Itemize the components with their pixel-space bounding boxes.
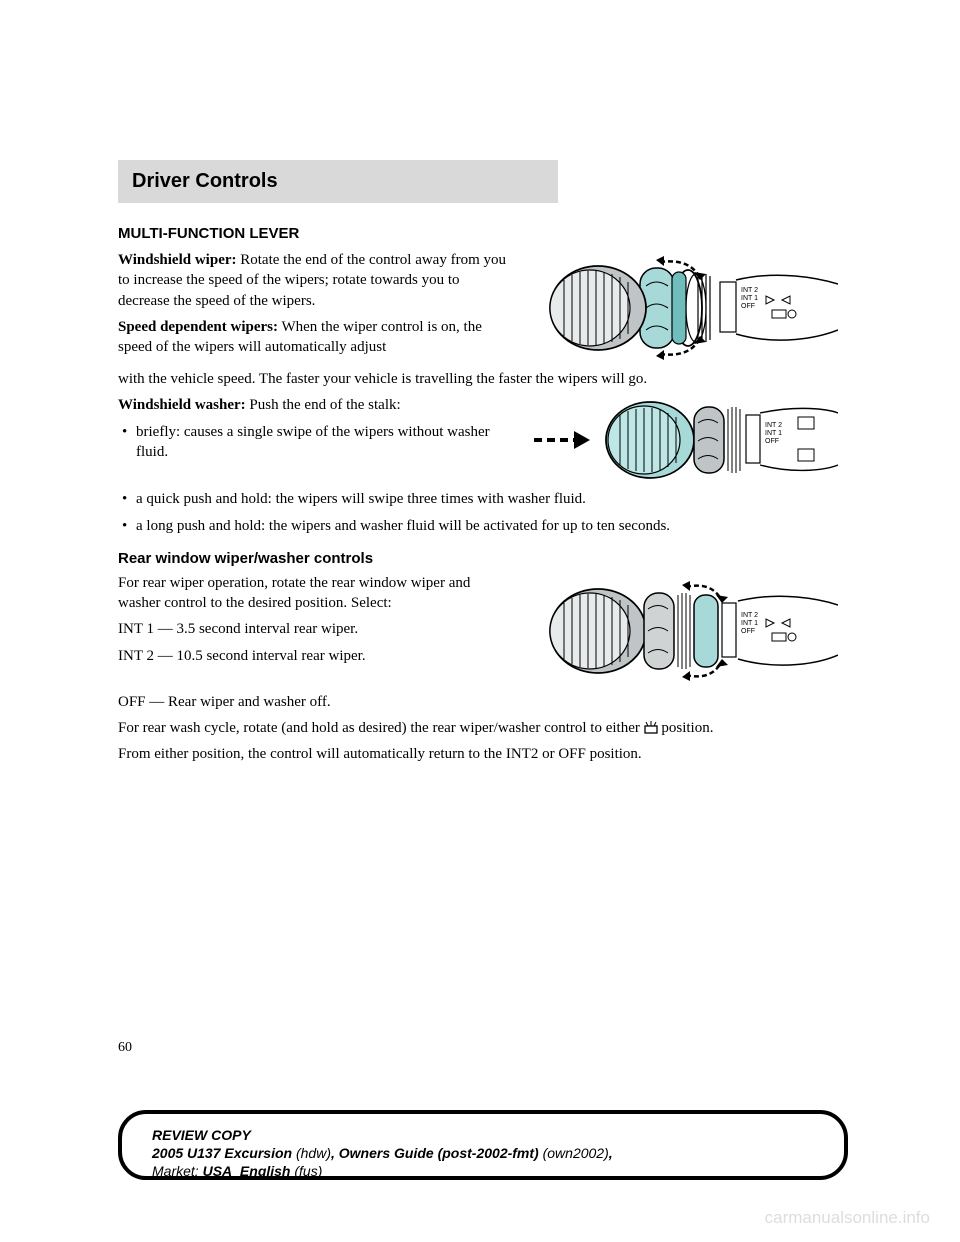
footer-line-3: Market: USA_English (fus): [152, 1162, 814, 1180]
footer-box: REVIEW COPY 2005 U137 Excursion (hdw), O…: [118, 1110, 848, 1180]
figure-washer-push: INT 2 INT 1 OFF: [528, 395, 838, 485]
bullet-quick-push: a quick push and hold: the wipers will s…: [118, 489, 838, 509]
para-rear-intro: For rear wiper operation, rotate the rea…: [118, 573, 508, 614]
watermark: carmanualsonline.info: [765, 1208, 930, 1228]
para-speed-dependent-lead: Speed dependent wipers: When the wiper c…: [118, 317, 508, 358]
section-title: Driver Controls: [132, 170, 278, 192]
svg-text:OFF: OFF: [741, 303, 755, 310]
footer-line-2: 2005 U137 Excursion (hdw), Owners Guide …: [152, 1144, 814, 1162]
para-windshield-wiper: Windshield wiper: Rotate the end of the …: [118, 250, 508, 311]
para-return-position: From either position, the control will a…: [118, 744, 838, 764]
svg-text:INT 2: INT 2: [765, 422, 782, 429]
heading-rear-wiper: Rear window wiper/washer controls: [118, 550, 838, 567]
para-int2: INT 2 — 10.5 second interval rear wiper.: [118, 646, 508, 666]
footer-review-copy: REVIEW COPY: [152, 1126, 814, 1144]
figure-rear-wiper: INT 2 INT 1 OFF: [528, 573, 838, 688]
svg-text:INT 1: INT 1: [741, 295, 758, 302]
bullet-brief-push: briefly: causes a single swipe of the wi…: [118, 422, 508, 463]
bullet-long-push: a long push and hold: the wipers and was…: [118, 516, 838, 536]
label-windshield-washer: Windshield washer:: [118, 397, 246, 413]
para-rear-wash-cycle: For rear wash cycle, rotate (and hold as…: [118, 718, 838, 738]
page-number: 60: [118, 1040, 132, 1056]
washer-icon: [644, 721, 658, 734]
para-windshield-washer: Windshield washer: Push the end of the s…: [118, 395, 508, 415]
para-speed-dependent-cont: with the vehicle speed. The faster your …: [118, 369, 838, 389]
svg-text:INT 2: INT 2: [741, 612, 758, 619]
label-windshield-wiper: Windshield wiper:: [118, 252, 237, 268]
svg-text:INT 1: INT 1: [741, 620, 758, 627]
label-speed-dependent: Speed dependent wipers:: [118, 319, 278, 335]
section-header: Driver Controls: [118, 160, 558, 203]
svg-text:INT 2: INT 2: [741, 287, 758, 294]
svg-text:INT 1: INT 1: [765, 430, 782, 437]
svg-text:OFF: OFF: [741, 628, 755, 635]
heading-multi-function-lever: MULTI-FUNCTION LEVER: [118, 225, 838, 242]
para-int1: INT 1 — 3.5 second interval rear wiper.: [118, 619, 508, 639]
figure-wiper-rotate: INT 2 INT 1 OFF: [528, 250, 838, 365]
svg-text:OFF: OFF: [765, 438, 779, 445]
para-off: OFF — Rear wiper and washer off.: [118, 692, 838, 712]
